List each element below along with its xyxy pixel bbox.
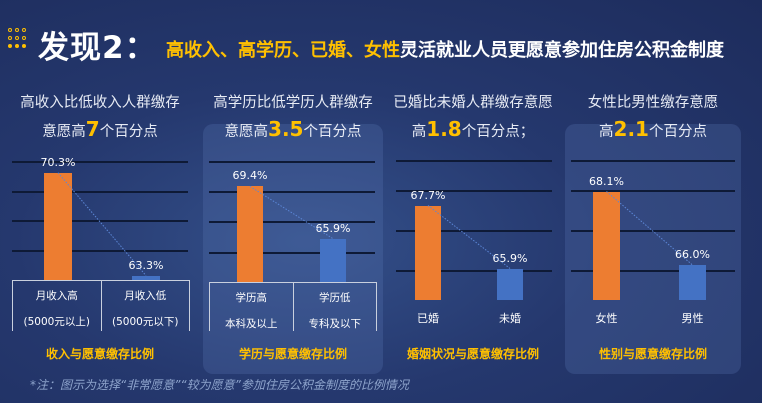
bar-orange [415, 205, 441, 300]
bar-orange [237, 186, 263, 282]
gridline [209, 221, 375, 223]
headline-number: 3.5 [268, 117, 304, 141]
gridline [396, 190, 552, 192]
chart-headline: 高收入比低收入人群缴存意愿高7个百分点 [10, 90, 190, 145]
gridline [12, 191, 188, 193]
gridline [12, 220, 188, 222]
gridline [396, 270, 552, 272]
headline-line1: 高收入比低收入人群缴存 [20, 95, 180, 111]
gridline [12, 161, 188, 163]
headline-suffix: 个百分点 [648, 124, 707, 140]
value-label: 69.4% [232, 169, 268, 183]
subtitle-highlight: 高收入、高学历、已婚、女性 [166, 40, 400, 61]
trend-segment [427, 205, 511, 269]
value-label: 65.9% [315, 221, 351, 235]
chart-headline: 已婚比未婚人群缴存意愿高1.8个百分点； [388, 90, 558, 145]
value-label: 66.0% [675, 248, 710, 261]
trend-segment [606, 191, 693, 266]
category-sublabel: 本科及以上 [225, 318, 278, 330]
headline-line2: 高1.8个百分点； [388, 116, 558, 145]
gridline [571, 160, 735, 162]
gridline [396, 160, 552, 162]
bar-orange [44, 172, 72, 280]
value-label: 68.1% [589, 174, 624, 188]
gridline [209, 161, 375, 163]
subtitle-rest: 灵活就业人员更愿意参加住房公积金制度 [400, 40, 724, 61]
headline-line2: 高2.1个百分点 [565, 116, 741, 145]
category-cell: 学历高 本科及以上 [210, 283, 293, 331]
category-label: 月收入低 [124, 290, 167, 302]
gridline [209, 191, 375, 193]
bar-blue [320, 238, 346, 282]
category-label: 学历高 [235, 292, 268, 304]
footnote: *注：图示为选择“非常愿意”“较为愿意”参加住房公积金制度的比例情况 [30, 378, 409, 392]
chart-caption: 性别与愿意缴存比例 [598, 347, 707, 361]
gridline [571, 270, 735, 272]
bar-orange [593, 191, 620, 300]
chart-headline: 高学历比低学历人群缴存意愿高3.5个百分点 [203, 90, 383, 145]
chart-caption: 收入与愿意缴存比例 [45, 347, 154, 361]
category-sublabel: 专科及以下 [308, 318, 362, 330]
headline-number: 1.8 [426, 117, 462, 141]
headline-suffix: 个百分点 [99, 124, 158, 140]
gridline [571, 190, 735, 192]
category-label: 女性 [595, 312, 618, 325]
headline-number: 2.1 [613, 117, 649, 141]
value-label: 67.7% [410, 188, 446, 202]
category-label: 未婚 [499, 312, 521, 325]
gridline [396, 230, 552, 232]
headline-line2: 意愿高7个百分点 [10, 116, 190, 145]
trend-segment [249, 185, 334, 240]
page-title: 发现2： [38, 30, 157, 66]
bar-blue [497, 268, 523, 300]
category-table: 学历高 本科及以上 学历低 专科及以下 [209, 282, 377, 331]
headline-suffix: 个百分点； [461, 124, 535, 140]
chart-headline: 女性比男性缴存意愿高2.1个百分点 [565, 90, 741, 145]
headline-prefix: 高 [599, 124, 614, 140]
headline-line1: 高学历比低学历人群缴存 [213, 95, 373, 111]
category-cell: 学历低 专科及以下 [292, 283, 377, 331]
value-label: 70.3% [40, 155, 76, 169]
page-subtitle: 高收入、高学历、已婚、女性灵活就业人员更愿意参加住房公积金制度 [166, 36, 724, 62]
category-label: 学历低 [319, 292, 351, 304]
category-label: 已婚 [417, 312, 439, 325]
bar-blue [679, 265, 706, 300]
headline-prefix: 高 [411, 124, 427, 140]
category-cell: 月收入高 (5000元以上) [13, 281, 101, 331]
chart-caption: 婚姻状况与愿意缴存比例 [406, 347, 539, 361]
headline-suffix: 个百分点 [303, 124, 362, 140]
headline-line1: 女性比男性缴存意愿 [587, 95, 719, 111]
value-label: 65.9% [492, 251, 528, 265]
category-cell: 月收入低 (5000元以下) [100, 281, 190, 331]
category-label: 男性 [681, 312, 704, 325]
value-label: 63.3% [128, 258, 164, 272]
category-sublabel: (5000元以上) [23, 316, 90, 328]
headline-prefix: 意愿高 [42, 124, 86, 140]
bar-blue [132, 275, 160, 280]
chart-caption: 学历与愿意缴存比例 [238, 347, 347, 361]
category-sublabel: (5000元以下) [112, 316, 179, 328]
category-label: 月收入高 [35, 290, 78, 302]
gridline [209, 252, 375, 254]
headline-line1: 已婚比未婚人群缴存意愿 [393, 95, 553, 111]
category-table: 月收入高 (5000元以上) 月收入低 (5000元以下) [12, 280, 190, 331]
headline-line2: 意愿高3.5个百分点 [203, 116, 383, 145]
headline-number: 7 [85, 117, 100, 141]
gridline [12, 250, 188, 252]
headline-prefix: 意愿高 [224, 124, 269, 140]
dots-decoration-icon [8, 28, 30, 58]
panel-background [203, 124, 383, 374]
